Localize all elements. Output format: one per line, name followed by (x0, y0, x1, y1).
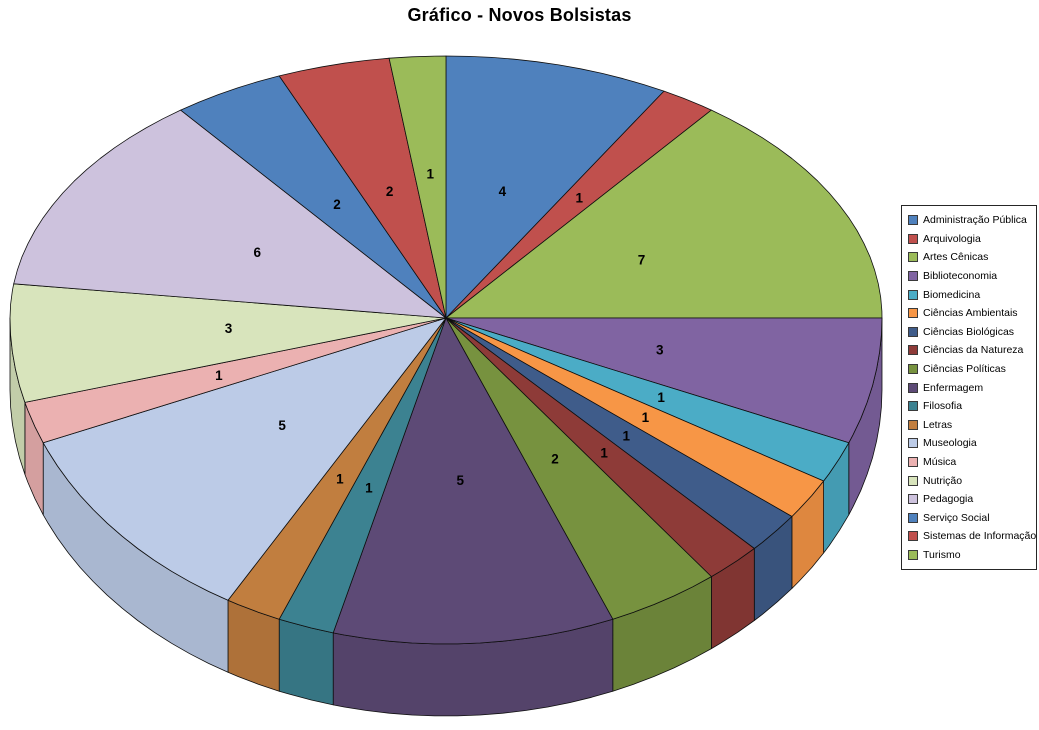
pie-slice-enfermagem[interactable] (332, 317, 614, 645)
legend-label: Biblioteconomia (923, 270, 998, 283)
pie-slice-sistemas-de-informacao[interactable] (278, 57, 447, 319)
legend-label: Pedagogia (923, 493, 974, 506)
legend-item-filosofia[interactable]: Filosofia (908, 397, 1034, 416)
chart-title: Gráfico - Novos Bolsistas (407, 5, 632, 25)
legend-swatch-icon (908, 308, 918, 319)
legend-swatch-icon (908, 271, 918, 282)
legend-item-letras[interactable]: Letras (908, 416, 1034, 435)
slice-value-label-sistemas-de-informacao: 2 (386, 184, 394, 199)
legend-swatch-icon (908, 419, 918, 430)
legend-label: Filosofia (923, 400, 963, 413)
legend-item-administracao-publica[interactable]: Administração Pública (908, 211, 1034, 230)
slice-value-label-enfermagem: 5 (457, 473, 465, 488)
legend-item-nutricao[interactable]: Nutrição (908, 471, 1034, 490)
legend-swatch-icon (908, 531, 918, 542)
legend-swatch-icon (908, 289, 918, 300)
slice-value-label-musica: 1 (215, 368, 223, 383)
legend-swatch-icon (908, 438, 918, 449)
slice-value-label-filosofia: 1 (365, 480, 373, 495)
pie-slice-nutricao[interactable] (9, 283, 447, 403)
legend-swatch-icon (908, 457, 918, 468)
slice-value-label-biblioteconomia: 3 (656, 342, 664, 357)
legend-item-ciencias-da-natureza[interactable]: Ciências da Natureza (908, 341, 1034, 360)
slice-value-label-turismo: 1 (427, 167, 435, 182)
pie-slice-biblioteconomia[interactable] (445, 317, 883, 444)
legend-label: Turismo (923, 548, 961, 561)
legend-label: Sistemas de Informação (923, 530, 1037, 543)
legend-item-biblioteconomia[interactable]: Biblioteconomia (908, 267, 1034, 286)
legend-label: Artes Cênicas (923, 251, 989, 264)
slice-value-label-arquivologia: 1 (575, 191, 583, 206)
legend-label: Serviço Social (923, 511, 990, 524)
legend-item-musica[interactable]: Música (908, 453, 1034, 472)
pie-slice-museologia[interactable] (42, 317, 447, 601)
legend-swatch-icon (908, 512, 918, 523)
legend-item-artes-cenicas[interactable]: Artes Cênicas (908, 248, 1034, 267)
legend-label: Arquivologia (923, 232, 981, 245)
legend-label: Nutrição (923, 474, 963, 487)
pie-slice-administracao-publica[interactable] (445, 55, 665, 319)
slice-value-label-ciencias-biologicas: 1 (623, 429, 631, 444)
legend-label: Administração Pública (923, 214, 1027, 227)
legend-swatch-icon (908, 549, 918, 560)
legend-label: Ciências Políticas (923, 363, 1006, 376)
pie-slice-side-filosofia (278, 618, 334, 706)
legend-label: Letras (923, 418, 953, 431)
legend-item-ciencias-ambientais[interactable]: Ciências Ambientais (908, 304, 1034, 323)
pie-slice-ciencias-politicas[interactable] (445, 317, 712, 620)
legend-item-pedagogia[interactable]: Pedagogia (908, 490, 1034, 509)
slice-value-label-ciencias-politicas: 2 (551, 452, 559, 467)
legend-swatch-icon (908, 364, 918, 375)
legend-label: Música (923, 456, 957, 469)
legend-swatch-icon (908, 401, 918, 412)
pie-slice-servico-social[interactable] (180, 75, 447, 319)
legend-label: Enfermagem (923, 381, 984, 394)
legend-item-arquivologia[interactable]: Arquivologia (908, 230, 1034, 249)
legend-swatch-icon (908, 233, 918, 244)
pie-slice-turismo[interactable] (388, 55, 447, 319)
legend-label: Ciências da Natureza (923, 344, 1024, 357)
legend-label: Biomedicina (923, 288, 981, 301)
legend-items: Administração Pública Arquivologia Artes C… (908, 211, 1037, 565)
slice-value-label-ciencias-ambientais: 1 (642, 410, 650, 425)
legend-item-enfermagem[interactable]: Enfermagem (908, 378, 1034, 397)
legend-item-ciencias-biologicas[interactable]: Ciências Biológicas (908, 323, 1034, 342)
legend-label: Museologia (923, 437, 977, 450)
legend-swatch-icon (908, 345, 918, 356)
legend-swatch-icon (908, 382, 918, 393)
slice-value-label-biomedicina: 1 (657, 390, 665, 405)
legend-label: Ciências Biológicas (923, 325, 1015, 338)
legend-item-ciencias-politicas[interactable]: Ciências Políticas (908, 360, 1034, 379)
legend-swatch-icon (908, 475, 918, 486)
pie-slice-artes-cenicas[interactable] (445, 109, 883, 319)
legend: Administração Pública Arquivologia Artes C… (901, 205, 1037, 571)
slice-value-label-ciencias-da-natureza: 1 (600, 445, 608, 460)
slice-value-label-museologia: 5 (278, 418, 286, 433)
legend-item-museologia[interactable]: Museologia (908, 434, 1034, 453)
slice-value-label-administracao-publica: 4 (499, 184, 507, 199)
legend-swatch-icon (908, 252, 918, 263)
legend-swatch-icon (908, 215, 918, 226)
legend-item-biomedicina[interactable]: Biomedicina (908, 285, 1034, 304)
legend-swatch-icon (908, 326, 918, 337)
legend-label: Ciências Ambientais (923, 307, 1018, 320)
legend-swatch-icon (908, 494, 918, 505)
slice-value-label-artes-cenicas: 7 (638, 253, 646, 268)
legend-item-servico-social[interactable]: Serviço Social (908, 509, 1034, 528)
pie-slice-pedagogia[interactable] (13, 109, 447, 319)
slice-value-label-nutricao: 3 (225, 321, 233, 336)
slice-value-label-servico-social: 2 (333, 197, 341, 212)
slice-value-label-pedagogia: 6 (253, 245, 261, 260)
legend-item-turismo[interactable]: Turismo (908, 546, 1034, 565)
legend-item-sistemas-de-informacao[interactable]: Sistemas de Informação (908, 527, 1037, 546)
slice-value-label-letras: 1 (336, 471, 344, 486)
